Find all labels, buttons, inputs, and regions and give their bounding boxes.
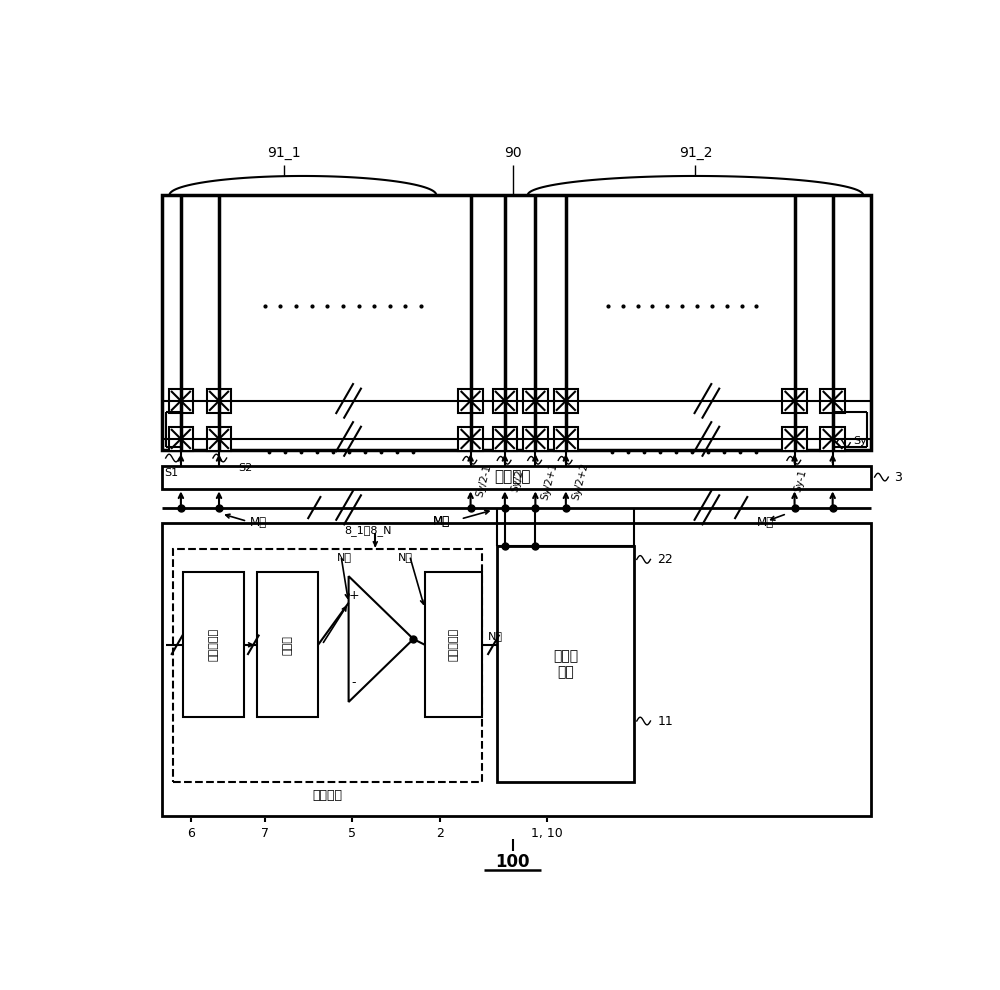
- Text: 2: 2: [436, 827, 444, 840]
- Bar: [493, 389, 517, 413]
- Bar: [257, 572, 318, 717]
- Text: N根: N根: [337, 552, 352, 562]
- Bar: [820, 427, 845, 451]
- Bar: [173, 549, 482, 782]
- Text: N根: N根: [398, 552, 413, 562]
- Text: 灰度电路: 灰度电路: [313, 789, 343, 802]
- Bar: [523, 389, 548, 413]
- Text: 91_2: 91_2: [679, 147, 712, 160]
- Text: M根: M根: [756, 517, 774, 530]
- Bar: [162, 465, 871, 488]
- Text: 二次电阻列: 二次电阻列: [448, 629, 458, 661]
- Bar: [162, 195, 871, 450]
- Text: Sy/2: Sy/2: [509, 468, 525, 493]
- Text: Sy/2+1: Sy/2+1: [540, 461, 559, 501]
- Bar: [162, 523, 871, 817]
- Bar: [782, 427, 807, 451]
- Text: +: +: [349, 589, 359, 602]
- Text: 1, 10: 1, 10: [531, 827, 563, 840]
- Text: Sy: Sy: [853, 437, 867, 446]
- Bar: [554, 427, 578, 451]
- Text: M根: M根: [432, 515, 450, 528]
- Text: 源极电路: 源极电路: [494, 469, 531, 484]
- Text: 7: 7: [261, 827, 269, 840]
- Text: Sy-1: Sy-1: [793, 468, 809, 493]
- Bar: [497, 545, 634, 782]
- Text: Sy/2+2: Sy/2+2: [570, 461, 590, 501]
- Bar: [820, 389, 845, 413]
- Bar: [458, 389, 483, 413]
- Text: S1: S1: [164, 468, 178, 478]
- Bar: [554, 389, 578, 413]
- Text: N根: N根: [488, 631, 503, 641]
- Text: 22: 22: [657, 552, 673, 566]
- Text: 90: 90: [504, 147, 521, 160]
- Text: Sy/2-1: Sy/2-1: [475, 463, 493, 498]
- Bar: [169, 427, 193, 451]
- Text: 91_1: 91_1: [267, 147, 301, 160]
- Text: 8_1～8_N: 8_1～8_N: [344, 525, 391, 536]
- Bar: [169, 389, 193, 413]
- Text: M根: M根: [432, 515, 450, 528]
- Text: 6: 6: [187, 827, 195, 840]
- Text: 解码器: 解码器: [283, 635, 293, 654]
- Text: -: -: [352, 676, 356, 689]
- Bar: [425, 572, 482, 717]
- Bar: [493, 427, 517, 451]
- Bar: [523, 427, 548, 451]
- Text: 5: 5: [348, 827, 356, 840]
- Text: 3: 3: [894, 470, 902, 483]
- Text: 11: 11: [657, 715, 673, 728]
- Text: 一次电阻列: 一次电阻列: [209, 629, 219, 661]
- Bar: [207, 427, 231, 451]
- Bar: [782, 389, 807, 413]
- Text: M根: M根: [250, 517, 267, 530]
- Text: S2: S2: [238, 463, 252, 473]
- Text: 自动部
电路: 自动部 电路: [553, 648, 578, 679]
- Bar: [207, 389, 231, 413]
- Text: 100: 100: [495, 853, 530, 871]
- Bar: [458, 427, 483, 451]
- Bar: [183, 572, 244, 717]
